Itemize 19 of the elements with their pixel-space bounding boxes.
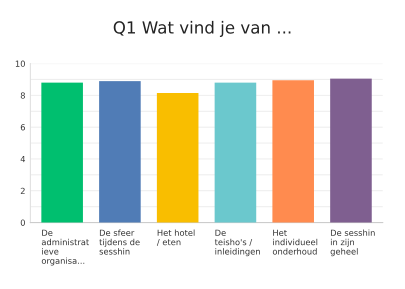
x-tick-label: De sesshin in zijn geheel xyxy=(330,229,375,256)
x-tick-label: De teisho's / inleidingen xyxy=(214,230,260,256)
x-tick-label: Het hotel / eten xyxy=(156,229,194,246)
y-tick-label: 8 xyxy=(20,92,25,99)
chart-title: Q1 Wat vind je van ... xyxy=(114,20,290,37)
x-tick-label: De sfeer tijdens de sesshin xyxy=(99,229,140,255)
y-tick-label: 2 xyxy=(20,188,25,194)
y-tick-label: 6 xyxy=(20,124,25,130)
x-tick-label: De administrat ieve organisa... xyxy=(42,230,89,266)
bar xyxy=(272,80,314,223)
x-tick-label: Het individueel onderhoud xyxy=(272,230,318,255)
bar xyxy=(214,82,256,223)
bar xyxy=(156,92,198,223)
y-tick-label: 4 xyxy=(20,156,26,162)
bar xyxy=(41,82,83,223)
y-tick-label: 10 xyxy=(16,60,25,67)
bar xyxy=(330,78,372,223)
bar xyxy=(99,81,141,223)
y-tick-label: 0 xyxy=(20,220,25,226)
